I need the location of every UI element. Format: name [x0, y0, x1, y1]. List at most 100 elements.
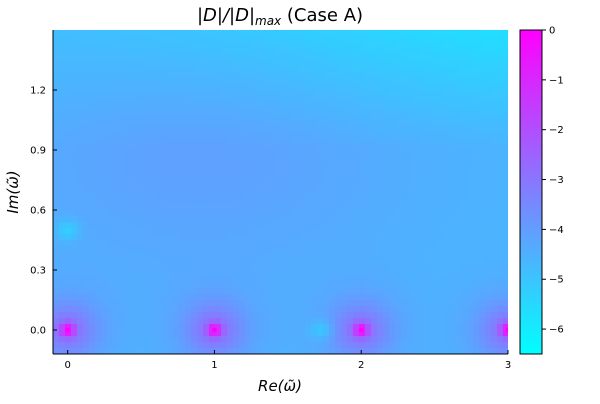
heatmap-cell — [383, 300, 390, 307]
heatmap-cell — [101, 258, 108, 265]
heatmap-cell — [419, 180, 426, 187]
heatmap-cell — [413, 114, 420, 121]
heatmap-cell — [503, 300, 508, 307]
heatmap-cell — [491, 96, 498, 103]
heatmap-cell — [101, 138, 108, 145]
heatmap-cell — [173, 132, 180, 139]
heatmap-cell — [167, 30, 174, 37]
heatmap-cell — [263, 108, 270, 115]
heatmap-cell — [269, 180, 276, 187]
heatmap-cell — [305, 114, 312, 121]
heatmap-cell — [443, 210, 450, 217]
heatmap-cell — [395, 42, 402, 49]
heatmap-cell — [95, 240, 102, 247]
heatmap-cell — [137, 66, 144, 73]
heatmap-cell — [179, 258, 186, 265]
heatmap-cell — [425, 126, 432, 133]
heatmap-cell — [191, 168, 198, 175]
heatmap-cell — [197, 168, 204, 175]
heatmap-cell — [467, 264, 474, 271]
heatmap-cell — [203, 114, 210, 121]
heatmap-cell — [137, 270, 144, 277]
heatmap-cell — [389, 102, 396, 109]
heatmap-cell — [281, 174, 288, 181]
heatmap-cell — [287, 120, 294, 127]
heatmap-cell — [125, 198, 132, 205]
heatmap-cell — [101, 324, 108, 331]
heatmap-cell — [503, 192, 508, 199]
heatmap-cell — [437, 96, 444, 103]
heatmap-cell — [467, 282, 474, 289]
heatmap-cell — [395, 204, 402, 211]
heatmap-cell — [221, 42, 228, 49]
heatmap-cell — [281, 312, 288, 319]
heatmap-cell — [77, 66, 84, 73]
heatmap-cell — [389, 84, 396, 91]
heatmap-cell — [215, 174, 222, 181]
heatmap-cell — [107, 324, 114, 331]
heatmap-cell — [215, 48, 222, 55]
heatmap-cell — [245, 246, 252, 253]
heatmap-cell — [89, 336, 96, 343]
heatmap-cell — [209, 102, 216, 109]
heatmap-cell — [485, 126, 492, 133]
heatmap-cell — [461, 228, 468, 235]
heatmap-cell — [245, 42, 252, 49]
heatmap-cell — [401, 162, 408, 169]
heatmap-cell — [407, 252, 414, 259]
heatmap-cell — [395, 156, 402, 163]
heatmap-cell — [65, 114, 72, 121]
heatmap-cell — [233, 192, 240, 199]
heatmap-cell — [185, 102, 192, 109]
heatmap-cell — [59, 276, 66, 283]
heatmap-cell — [431, 342, 438, 349]
heatmap-cell — [473, 102, 480, 109]
heatmap-cell — [365, 108, 372, 115]
heatmap-cell — [161, 198, 168, 205]
heatmap-cell — [221, 276, 228, 283]
heatmap-cell — [407, 72, 414, 79]
heatmap-cell — [341, 144, 348, 151]
heatmap-cell — [215, 144, 222, 151]
heatmap-cell — [443, 114, 450, 121]
heatmap-cell — [437, 150, 444, 157]
heatmap-cell — [395, 138, 402, 145]
heatmap-cell — [125, 36, 132, 43]
heatmap-cell — [245, 306, 252, 313]
heatmap-cell — [65, 210, 72, 217]
heatmap-cell — [299, 90, 306, 97]
heatmap-cell — [497, 282, 504, 289]
heatmap-cell — [401, 132, 408, 139]
heatmap-cell — [113, 222, 120, 229]
heatmap-cell — [407, 324, 414, 331]
heatmap-cell — [419, 270, 426, 277]
heatmap-cell — [275, 288, 282, 295]
heatmap-cell — [161, 216, 168, 223]
heatmap-cell — [449, 312, 456, 319]
heatmap-cell — [161, 102, 168, 109]
heatmap-cell — [143, 216, 150, 223]
heatmap-cell — [359, 150, 366, 157]
heatmap-cell — [149, 42, 156, 49]
heatmap-cell — [383, 204, 390, 211]
heatmap-cell — [83, 60, 90, 67]
heatmap-cell — [161, 96, 168, 103]
heatmap-cell — [275, 42, 282, 49]
heatmap-cell — [149, 234, 156, 241]
heatmap-cell — [335, 132, 342, 139]
heatmap-cell — [191, 72, 198, 79]
heatmap-cell — [59, 174, 66, 181]
heatmap-cell — [149, 324, 156, 331]
heatmap-cell — [113, 204, 120, 211]
heatmap-cell — [65, 150, 72, 157]
heatmap-cell — [491, 114, 498, 121]
heatmap-cell — [173, 342, 180, 349]
heatmap-cell — [239, 126, 246, 133]
heatmap-cell — [137, 216, 144, 223]
heatmap-cell — [413, 300, 420, 307]
heatmap-cell — [137, 54, 144, 61]
heatmap-cell — [245, 192, 252, 199]
heatmap-cell — [329, 114, 336, 121]
heatmap-cell — [71, 72, 78, 79]
heatmap-cell — [377, 276, 384, 283]
